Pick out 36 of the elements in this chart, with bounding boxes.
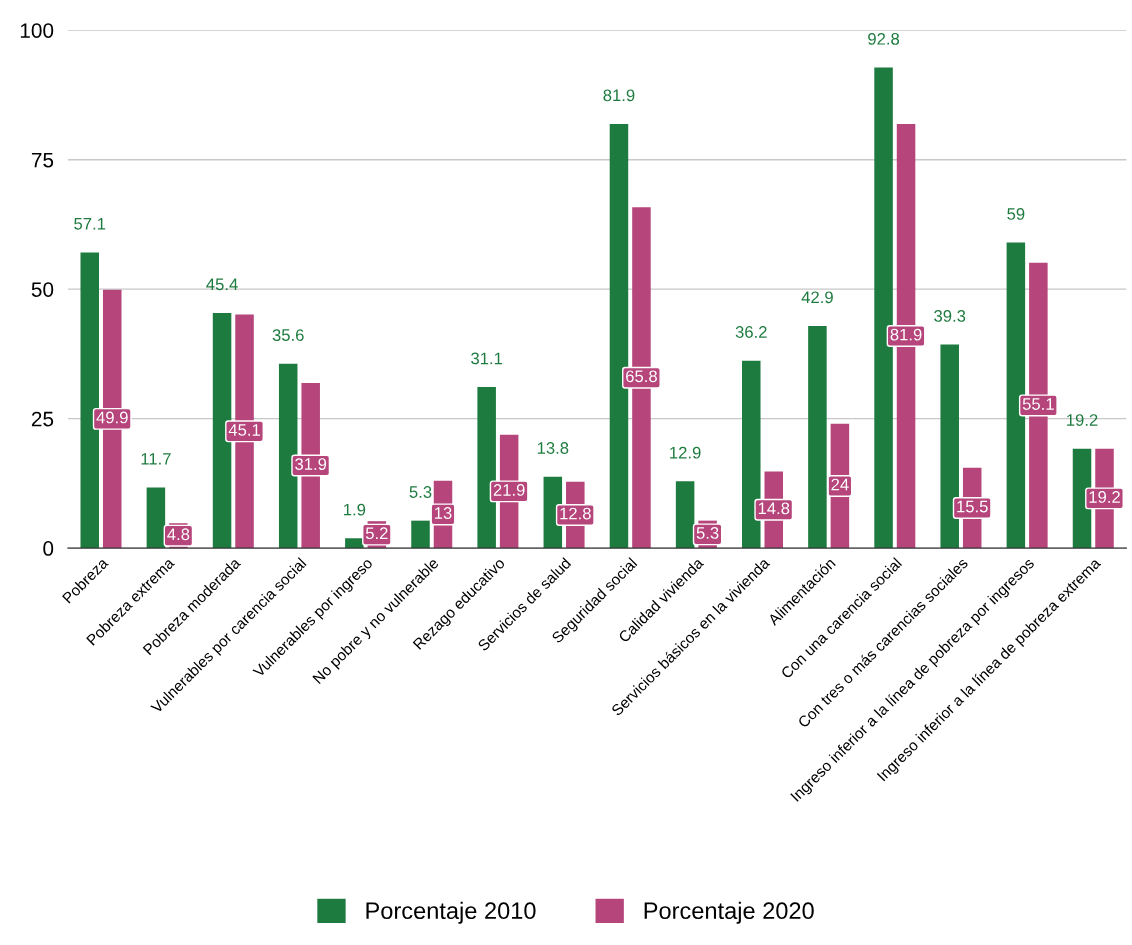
- data-label: 59: [1007, 208, 1025, 220]
- y-tick-label: 50: [31, 282, 54, 297]
- data-label: 31.1: [471, 352, 503, 365]
- data-label: 42.9: [801, 291, 833, 304]
- data-label: 49.9: [96, 411, 128, 424]
- data-label: 24: [831, 478, 849, 491]
- data-label: 92.8: [868, 32, 900, 45]
- data-label: 13.8: [537, 442, 569, 454]
- y-tick-label: 0: [43, 541, 54, 556]
- data-label: 19.2: [1067, 414, 1098, 426]
- data-label: 11.7: [141, 453, 171, 465]
- data-label: 57.1: [74, 218, 106, 230]
- data-label: 1.9: [344, 503, 366, 516]
- y-tick-label: 25: [31, 411, 54, 427]
- data-label: 31.9: [295, 458, 327, 470]
- data-label: 45.1: [228, 424, 260, 436]
- data-label: 21.9: [493, 484, 525, 496]
- y-tick-label: 75: [31, 152, 54, 168]
- y-tick-label: 100: [20, 23, 54, 38]
- data-label: 65.8: [626, 370, 657, 383]
- data-label: 13: [435, 507, 452, 519]
- data-label: 36.2: [735, 326, 767, 338]
- data-label: 15.5: [957, 500, 988, 513]
- data-label: 5.3: [409, 486, 432, 498]
- data-label: 55.1: [1022, 398, 1054, 410]
- data-label: 39.3: [934, 310, 966, 322]
- legend-label: Porcentaje 2010: [366, 901, 536, 924]
- data-label: 12.9: [670, 446, 701, 459]
- data-label: 14.8: [758, 502, 790, 515]
- data-label: 81.9: [890, 328, 922, 341]
- data-label: 19.2: [1089, 491, 1120, 503]
- data-label: 12.8: [560, 507, 591, 520]
- data-label: 45.4: [206, 278, 238, 291]
- data-label: 35.6: [272, 329, 304, 341]
- data-label: 81.9: [603, 89, 635, 102]
- legend-label: Porcentaje 2020: [644, 901, 814, 924]
